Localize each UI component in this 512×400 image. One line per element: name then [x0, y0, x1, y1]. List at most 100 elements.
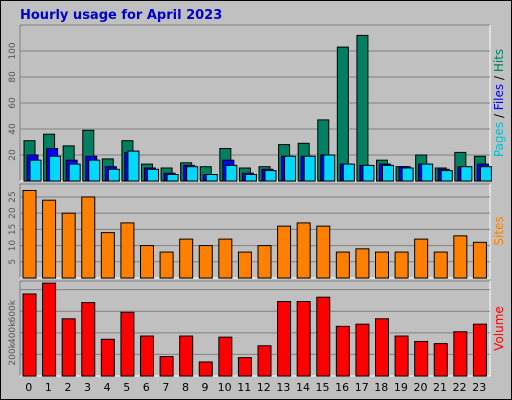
x-tick-label-12: 12 [257, 381, 271, 394]
x-tick-label-20: 20 [413, 381, 427, 394]
hits-pages-bar-19 [401, 167, 414, 182]
hits-pages-bar-10 [225, 164, 238, 182]
hits-pages-bar-9 [205, 174, 218, 182]
panel-label-part: Files [492, 84, 506, 110]
sites-sites-bar-22 [453, 235, 468, 279]
sites-sites-bar-4 [100, 232, 115, 279]
sites-sites-bar-6 [140, 245, 154, 279]
chart-title: Hourly usage for April 2023 [20, 8, 222, 23]
volume-volume-bar-13 [277, 301, 292, 377]
x-tick-label-9: 9 [202, 381, 209, 394]
sites-sites-bar-9 [198, 245, 213, 279]
volume-volume-bar-4 [100, 338, 115, 377]
volume-volume-bar-1 [42, 282, 57, 377]
y-tick-label: 80 [8, 71, 18, 83]
panel-label-part: / [492, 110, 506, 122]
x-tick-label-8: 8 [182, 381, 189, 394]
hits-pages-bar-21 [440, 170, 453, 182]
panel-volume-bg [20, 281, 490, 376]
volume-volume-bar-18 [375, 318, 389, 377]
hits-pages-bar-2 [68, 163, 81, 182]
hits-pages-bar-17 [362, 164, 375, 182]
hits-pages-bar-6 [147, 168, 159, 182]
volume-volume-bar-2 [61, 318, 76, 377]
sites-sites-bar-10 [218, 238, 233, 279]
volume-volume-bar-14 [296, 301, 311, 377]
sites-sites-bar-15 [316, 225, 331, 279]
volume-volume-bar-7 [159, 356, 174, 377]
x-tick-label-10: 10 [218, 381, 232, 394]
hits-pages-bar-15 [323, 154, 336, 182]
panel-label-part: Pages [492, 122, 506, 157]
volume-volume-bar-9 [198, 361, 213, 377]
y-tick-label: 600k [8, 299, 18, 322]
sites-sites-bar-8 [179, 238, 194, 279]
panel-volume-label: Volume [492, 306, 506, 351]
sites-sites-bar-18 [375, 251, 389, 279]
y-tick-label: 200k [8, 342, 18, 365]
volume-volume-bar-19 [394, 335, 409, 377]
volume-volume-bar-6 [140, 335, 154, 377]
hits-pages-bar-23 [479, 166, 492, 182]
sites-sites-bar-0 [22, 189, 37, 279]
volume-volume-bar-22 [453, 331, 468, 377]
volume-volume-bar-21 [433, 343, 448, 377]
hits-pages-bar-8 [186, 166, 199, 182]
y-tick-label: 20 [8, 207, 18, 219]
x-tick-label-14: 14 [296, 381, 310, 394]
sites-sites-bar-16 [335, 251, 350, 279]
panel-label-part: / [492, 72, 506, 84]
y-tick-label: 15 [8, 224, 18, 235]
volume-volume-bar-10 [218, 336, 233, 377]
volume-volume-bar-12 [257, 345, 272, 377]
x-tick-label-0: 0 [25, 381, 32, 394]
panel-label-part: Volume [492, 306, 506, 351]
y-tick-label: 25 [8, 191, 18, 202]
y-tick-label: 60 [8, 97, 18, 109]
sites-sites-bar-17 [355, 248, 370, 279]
volume-volume-bar-15 [316, 296, 331, 377]
hits-pages-bar-3 [88, 159, 101, 182]
y-tick-label: 5 [8, 259, 18, 265]
volume-volume-bar-17 [355, 323, 370, 377]
panel-hits-label: Pages / Files / Hits [492, 49, 506, 157]
x-tick-label-4: 4 [104, 381, 111, 394]
x-tick-label-15: 15 [316, 381, 330, 394]
y-tick-label: 10 [8, 240, 18, 252]
sites-sites-bar-20 [414, 238, 429, 279]
hits-hits-bar-17 [356, 34, 369, 182]
volume-volume-bar-11 [237, 357, 252, 377]
sites-sites-bar-21 [433, 251, 448, 279]
panel-sites: 5 10 15 20 25 Sites [8, 183, 506, 279]
sites-sites-bar-19 [394, 251, 409, 279]
x-tick-label-3: 3 [84, 381, 91, 394]
volume-volume-bar-0 [22, 293, 37, 377]
volume-volume-bar-3 [81, 302, 96, 377]
sites-sites-bar-3 [81, 196, 96, 279]
hits-pages-bar-1 [49, 155, 62, 182]
panel-label-part: Hits [492, 49, 506, 72]
hits-pages-bar-0 [29, 159, 42, 182]
hits-pages-bar-18 [382, 164, 394, 182]
sites-sites-bar-5 [120, 222, 135, 279]
volume-volume-bar-8 [179, 335, 194, 377]
x-tick-label-6: 6 [143, 381, 150, 394]
hits-pages-bar-16 [342, 163, 355, 182]
x-tick-label-18: 18 [374, 381, 388, 394]
hits-pages-bar-14 [303, 155, 316, 182]
hits-pages-bar-20 [421, 163, 434, 182]
x-tick-label-5: 5 [123, 381, 130, 394]
x-tick-label-17: 17 [355, 381, 369, 394]
y-tick-label: 100 [8, 42, 18, 59]
y-tick-label: 400k [8, 321, 18, 344]
x-tick-label-13: 13 [276, 381, 290, 394]
x-tick-label-1: 1 [45, 381, 52, 394]
panel-label-part: Sites [492, 216, 506, 245]
panel-sites-bg [20, 184, 490, 278]
hits-pages-bar-13 [284, 155, 297, 182]
volume-volume-bar-23 [472, 323, 487, 377]
x-tick-label-7: 7 [162, 381, 169, 394]
panel-hits: 20 40 60 80 100 Pages / Files / Hits [8, 24, 506, 182]
